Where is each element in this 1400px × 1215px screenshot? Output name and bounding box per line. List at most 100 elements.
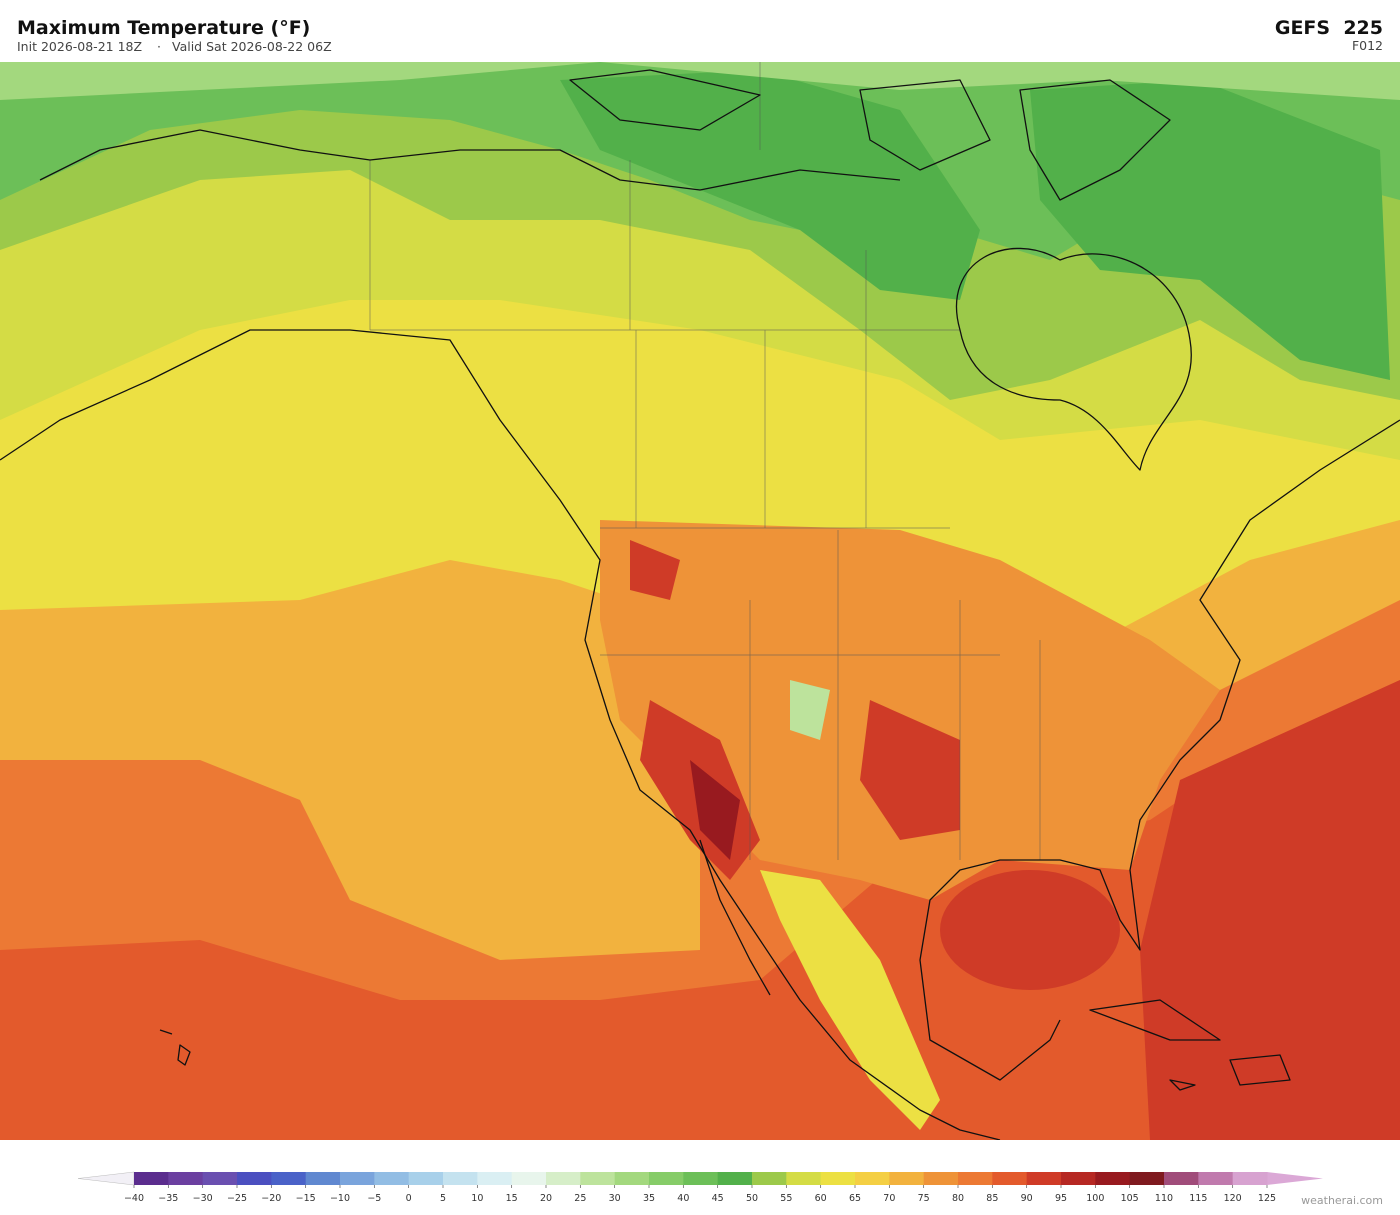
colorbar-tick-label: 15 bbox=[506, 1193, 518, 1204]
colorbar-segment bbox=[992, 1172, 1028, 1185]
colorbar-tick-label: 20 bbox=[540, 1193, 552, 1204]
colorbar-tick-label: 120 bbox=[1224, 1193, 1242, 1204]
field bbox=[860, 700, 960, 840]
coastline bbox=[919, 419, 1400, 1081]
field bbox=[690, 760, 740, 860]
colorbar-segment bbox=[820, 1172, 856, 1185]
colorbar-segment bbox=[477, 1172, 513, 1185]
colorbar-segment bbox=[580, 1172, 616, 1185]
colorbar-tick-label: 70 bbox=[883, 1193, 895, 1204]
colorbar-tick-label: 35 bbox=[643, 1193, 655, 1204]
colorbar-tick-label: 45 bbox=[712, 1193, 724, 1204]
credit: weatherai.com bbox=[1301, 1194, 1383, 1207]
colorbar-segment bbox=[134, 1172, 169, 1185]
colorbar-segment bbox=[683, 1172, 719, 1185]
field bbox=[940, 870, 1120, 990]
colorbar-tick-label: −15 bbox=[296, 1193, 316, 1204]
field bbox=[0, 62, 1400, 100]
colorbar-segment bbox=[717, 1172, 753, 1185]
colorbar-segment bbox=[546, 1172, 581, 1185]
coastline bbox=[569, 69, 1171, 201]
colorbar-segment bbox=[889, 1172, 925, 1185]
colorbar-tick-label: 65 bbox=[849, 1193, 861, 1204]
colorbar-segment bbox=[271, 1172, 307, 1185]
field bbox=[760, 870, 940, 1130]
colorbar-tick-label: 40 bbox=[677, 1193, 689, 1204]
coastline bbox=[0, 329, 1001, 1140]
field bbox=[790, 680, 830, 740]
colorbar-under bbox=[77, 1171, 135, 1186]
colorbar-segment bbox=[374, 1172, 410, 1185]
valid-time: Valid Sat 2026-08-22 06Z bbox=[172, 39, 332, 54]
colorbar-tick-label: 25 bbox=[574, 1193, 586, 1204]
colorbar-tick-label: 50 bbox=[746, 1193, 758, 1204]
map bbox=[0, 62, 1400, 1140]
colorbar-segment bbox=[168, 1172, 204, 1185]
separator: · bbox=[157, 39, 161, 54]
colorbar-segment bbox=[511, 1172, 547, 1185]
map-title: Maximum Temperature (°F) bbox=[17, 17, 310, 39]
colorbar-segment bbox=[1164, 1172, 1199, 1185]
field bbox=[1140, 680, 1400, 1140]
init-time: Init 2026-08-21 18Z bbox=[17, 39, 142, 54]
colorbar-segment bbox=[855, 1172, 890, 1185]
colorbar-segment bbox=[237, 1172, 272, 1185]
colorbar-segment bbox=[1232, 1172, 1268, 1185]
colorbar-tick-label: 100 bbox=[1086, 1193, 1104, 1204]
colorbar-over bbox=[1267, 1172, 1323, 1185]
colorbar-tick-label: −5 bbox=[367, 1193, 381, 1204]
colorbar-tick-label: −25 bbox=[227, 1193, 247, 1204]
colorbar-tick-label: 55 bbox=[780, 1193, 792, 1204]
forecast-hour: F012 bbox=[1352, 38, 1383, 53]
field bbox=[600, 520, 1220, 900]
colorbar-tick-label: 75 bbox=[918, 1193, 930, 1204]
colorbar-segment bbox=[614, 1172, 650, 1185]
colorbar-tick-label: 105 bbox=[1121, 1193, 1139, 1204]
colorbar-segment bbox=[752, 1172, 787, 1185]
colorbar-tick-label: −10 bbox=[330, 1193, 350, 1204]
colorbar-segment bbox=[340, 1172, 375, 1185]
field bbox=[630, 540, 680, 600]
colorbar-tick-label: 125 bbox=[1258, 1193, 1276, 1204]
colorbar-segment bbox=[649, 1172, 684, 1185]
coastline bbox=[159, 1029, 191, 1066]
colorbar-tick-label: −30 bbox=[193, 1193, 213, 1204]
field bbox=[1030, 80, 1390, 380]
colorbar-segment bbox=[1198, 1172, 1234, 1185]
colorbar-tick-label: 115 bbox=[1189, 1193, 1207, 1204]
boundary bbox=[369, 62, 1041, 860]
colorbar-tick-label: 60 bbox=[815, 1193, 827, 1204]
colorbar-segment bbox=[1129, 1172, 1165, 1185]
colorbar-segment bbox=[1095, 1172, 1131, 1185]
colorbar-segment bbox=[786, 1172, 822, 1185]
colorbar-tick-label: 30 bbox=[609, 1193, 621, 1204]
colorbar: −40 −35 −30 −25 −20 −15 −10 −5 0 5 10 15 20 25 30 35 40 4… bbox=[77, 1171, 1323, 1204]
field bbox=[560, 70, 980, 300]
coastline bbox=[699, 839, 771, 996]
colorbar-segment bbox=[408, 1172, 444, 1185]
colorbar-tick-label: 0 bbox=[406, 1193, 412, 1204]
colorbar-segment bbox=[1061, 1172, 1096, 1185]
colorbar-tick-label: 95 bbox=[1055, 1193, 1067, 1204]
colorbar-segment bbox=[443, 1172, 478, 1185]
coastline bbox=[1089, 999, 1291, 1091]
colorbar-tick-label: 5 bbox=[440, 1193, 446, 1204]
coastline bbox=[39, 129, 901, 191]
colorbar-segment bbox=[1026, 1172, 1062, 1185]
coastline bbox=[955, 247, 1192, 471]
colorbar-segment bbox=[923, 1172, 959, 1185]
colorbar-segment bbox=[958, 1172, 993, 1185]
colorbar-tick-label: 80 bbox=[952, 1193, 964, 1204]
colorbar-tick-label: 110 bbox=[1155, 1193, 1173, 1204]
colorbar-tick-label: −20 bbox=[261, 1193, 281, 1204]
colorbar-tick-label: 10 bbox=[471, 1193, 483, 1204]
colorbar-tick-label: −35 bbox=[158, 1193, 178, 1204]
colorbar-tick-label: 90 bbox=[1021, 1193, 1033, 1204]
model-name: GEFS 225 bbox=[1275, 17, 1383, 39]
colorbar-tick-label: 85 bbox=[986, 1193, 998, 1204]
colorbar-tick-label: −40 bbox=[124, 1193, 144, 1204]
colorbar-segment bbox=[305, 1172, 341, 1185]
